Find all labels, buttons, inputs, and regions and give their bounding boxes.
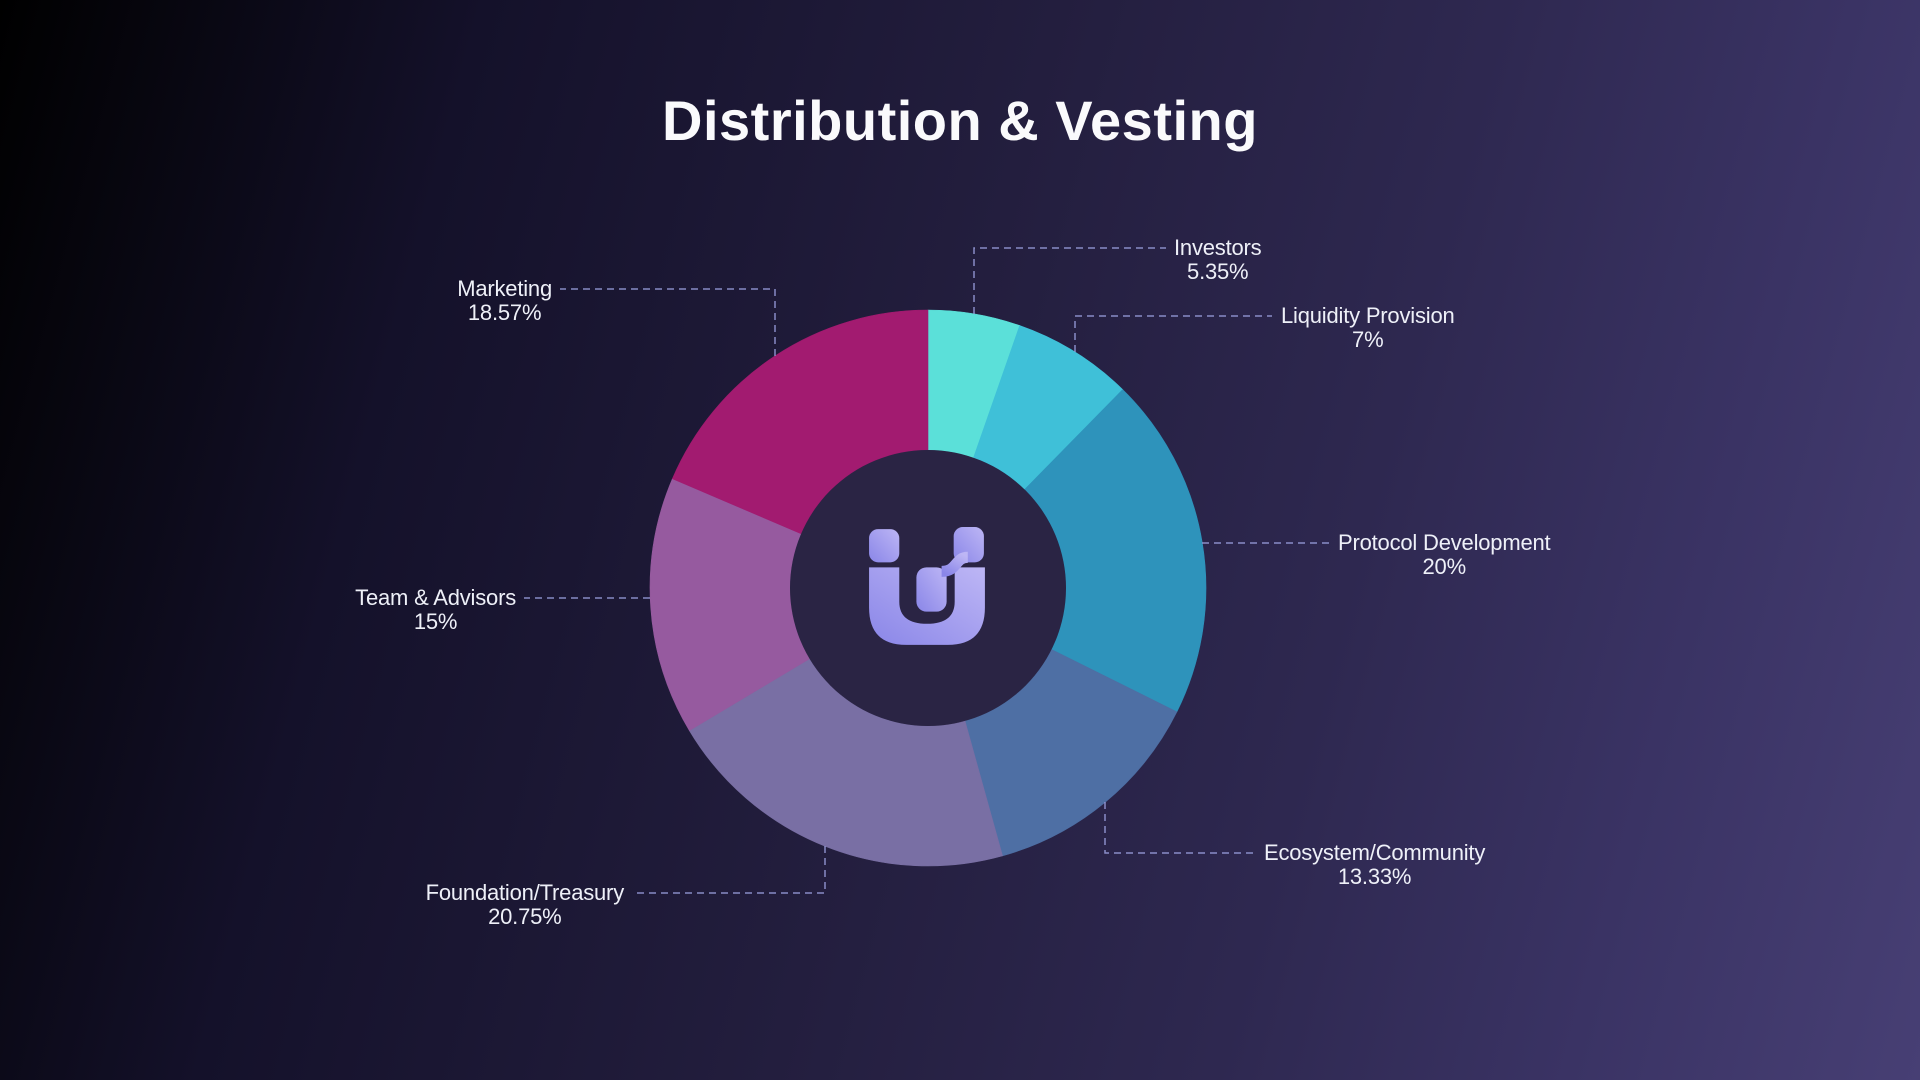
- callout-leader-line: [560, 288, 776, 356]
- segment-value: 18.57%: [467, 300, 542, 325]
- segment-value: 15%: [413, 609, 458, 634]
- segment-label-liquidity-provision: Liquidity Provision 7%: [1281, 304, 1455, 352]
- segment-value: 20%: [1422, 554, 1467, 579]
- segment-value: 7%: [1352, 327, 1384, 352]
- segment-label-investors: Investors 5.35%: [1174, 235, 1262, 284]
- segment-label-foundation-treasury: Foundation/Treasury 20.75%: [425, 880, 625, 929]
- u-blocks-logo-icon: [869, 527, 985, 645]
- segment-name: Liquidity Provision: [1281, 303, 1455, 328]
- segment-name: Foundation/Treasury: [425, 880, 625, 905]
- segment-label-marketing: Marketing 18.57%: [457, 277, 552, 325]
- segment-name: Marketing: [457, 276, 552, 301]
- segment-value: 5.35%: [1187, 259, 1249, 284]
- segment-value: 20.75%: [488, 904, 562, 929]
- callout-leader-line: [632, 846, 826, 894]
- callout-leader-line: [1074, 315, 1272, 352]
- segment-label-protocol-development: Protocol Development 20%: [1338, 530, 1551, 579]
- callout-leader-line: [1104, 802, 1256, 854]
- segment-name: Ecosystem/Community: [1264, 840, 1486, 865]
- segment-label-ecosystem-community: Ecosystem/Community 13.33%: [1264, 841, 1485, 889]
- page-title: Distribution & Vesting: [662, 89, 1258, 152]
- segment-name: Protocol Development: [1338, 530, 1551, 555]
- segment-name: Team & Advisors: [355, 585, 516, 610]
- segment-label-team-advisors: Team & Advisors 15%: [355, 586, 516, 634]
- callout-leader-line: [973, 247, 1166, 314]
- segment-value: 13.33%: [1337, 864, 1412, 889]
- segment-name: Investors: [1174, 235, 1262, 260]
